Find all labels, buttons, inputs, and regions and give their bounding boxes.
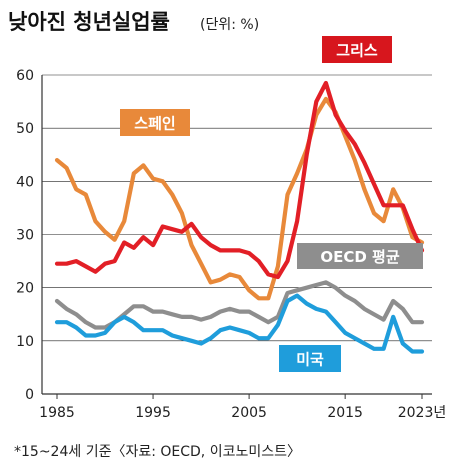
x-axis: 1985 1995 2005 2015 2023년 <box>39 394 446 421</box>
series-label-box <box>120 109 190 136</box>
x-tick-label: 1985 <box>39 405 75 421</box>
x-tick-label: 1995 <box>135 405 171 421</box>
series-line-2 <box>54 280 425 330</box>
y-tick-label: 20 <box>16 281 34 297</box>
series-label-box <box>279 345 341 372</box>
series-label-text: 그리스 <box>336 42 378 60</box>
y-tick-label: 30 <box>16 228 34 244</box>
unit-label: (단위: %) <box>200 17 259 33</box>
series-line-3 <box>54 293 425 354</box>
series-label-box <box>297 243 423 269</box>
series-label-box <box>322 36 392 63</box>
series-line-1 <box>54 80 425 280</box>
x-tick-label: 2015 <box>327 405 363 421</box>
y-axis: 0 10 20 30 40 50 60 <box>16 68 34 403</box>
series-label-1: 그리스 <box>322 36 392 63</box>
y-tick-label: 60 <box>16 68 34 84</box>
series-label-text: 스페인 <box>134 115 175 133</box>
series-label-3: 미국 <box>279 345 341 372</box>
series-label-0: 스페인 <box>120 109 190 136</box>
series-label-2: OECD 평균 <box>297 243 423 269</box>
chart-title: 낮아진 청년실업률 <box>8 10 170 34</box>
series-lines <box>54 80 425 354</box>
y-tick-label: 0 <box>25 387 34 403</box>
footnote: *15~24세 기준〈자료: OECD, 이코노미스트〉 <box>14 444 301 460</box>
x-tick-label: 2005 <box>231 405 267 421</box>
series-line-0 <box>54 96 425 301</box>
y-tick-label: 10 <box>16 334 34 350</box>
series-label-text: 미국 <box>296 351 324 369</box>
x-tick-label: 2023년 <box>398 405 447 421</box>
y-tick-label: 50 <box>16 121 34 137</box>
series-label-text: OECD 평균 <box>320 248 399 266</box>
y-tick-label: 40 <box>16 174 34 190</box>
